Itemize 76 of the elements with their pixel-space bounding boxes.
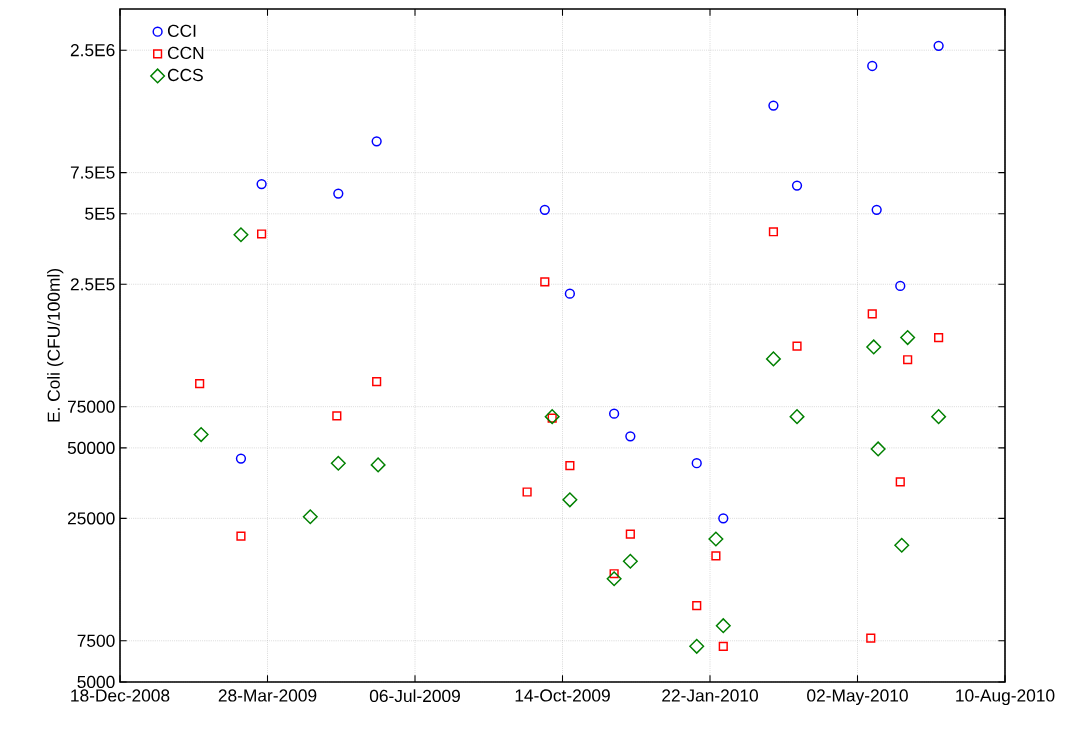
point: [789, 409, 805, 425]
point: [193, 427, 209, 443]
point: [765, 351, 781, 367]
y-tick-label: 75000: [68, 400, 115, 413]
point: [606, 571, 622, 587]
point: [900, 330, 916, 346]
y-tick-label: 5000: [77, 675, 115, 689]
point: [235, 453, 247, 464]
x-tick-label: 28-Mar-2009: [218, 689, 317, 702]
legend-label: CCS: [167, 68, 203, 82]
point: [233, 227, 249, 243]
x-tick-label: 06-Jul-2009: [369, 689, 460, 703]
point: [236, 531, 246, 541]
point: [330, 455, 346, 471]
x-tick-label: 10-Aug-2010: [956, 689, 1055, 706]
point: [562, 492, 578, 508]
point: [903, 355, 913, 365]
point: [711, 551, 721, 561]
point: [565, 461, 575, 471]
y-tick-label: 7.5E5: [70, 166, 115, 179]
point: [871, 204, 882, 215]
point: [522, 487, 532, 497]
y-tick-label: 7500: [77, 634, 115, 647]
point: [768, 100, 779, 111]
legend-label: CCI: [167, 24, 196, 37]
point: [689, 638, 705, 654]
y-tick-label: 2.5E5: [70, 278, 115, 291]
point: [608, 408, 620, 419]
point: [539, 204, 550, 215]
point: [934, 332, 944, 343]
point: [692, 600, 702, 611]
point: [895, 280, 906, 292]
point: [768, 227, 779, 237]
point: [894, 537, 910, 553]
point: [540, 277, 550, 287]
point: [691, 458, 702, 469]
point: [933, 40, 944, 51]
point: [867, 309, 877, 319]
point: [866, 633, 876, 643]
point: [708, 531, 724, 547]
point: [622, 553, 638, 569]
point: [870, 441, 886, 457]
x-tick-label: 14-Oct-2009: [515, 689, 610, 702]
point: [564, 288, 576, 299]
point: [195, 379, 205, 389]
x-tick-label: 22-Jan-2010: [662, 689, 758, 702]
point: [931, 409, 947, 425]
y-tick-label: 5E5: [85, 207, 115, 220]
point: [625, 431, 636, 442]
legend-label: CCN: [167, 46, 204, 60]
point: [332, 411, 342, 421]
y-tick-label: 50000: [67, 441, 115, 455]
point: [715, 618, 731, 634]
y-tick-label: 2.5E6: [70, 44, 115, 57]
point: [547, 413, 557, 423]
point: [792, 341, 802, 351]
point: [867, 60, 878, 72]
point: [866, 339, 882, 355]
point: [370, 457, 386, 473]
point: [718, 641, 728, 651]
point: [333, 188, 344, 199]
point: [895, 477, 905, 487]
x-tick-label: 18-Dec-2008: [71, 689, 170, 702]
point: [257, 229, 267, 239]
point: [372, 376, 382, 387]
point: [791, 180, 803, 191]
point: [256, 178, 267, 190]
point: [544, 409, 560, 425]
point: [371, 136, 382, 147]
point: [302, 509, 318, 525]
y-axis-title: E. Coli (CFU/100ml): [47, 269, 64, 422]
point: [609, 569, 619, 579]
x-tick-label: 02-May-2010: [807, 689, 908, 706]
y-tick-label: 25000: [67, 512, 115, 525]
point: [625, 529, 635, 539]
point: [718, 513, 729, 524]
